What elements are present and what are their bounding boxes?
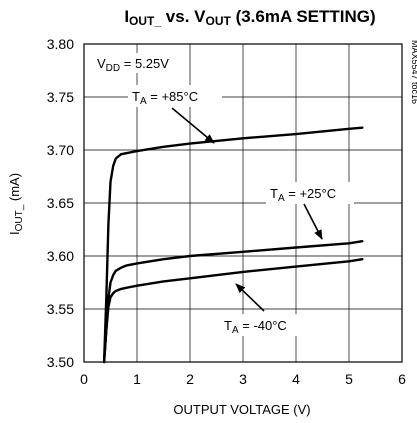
- x-tick-label: 4: [292, 371, 300, 387]
- series-annotations: TA = +85°C TA = +25°C TA = -40°C: [128, 85, 354, 336]
- x-tick-label: 1: [133, 371, 141, 387]
- x-axis-label: OUTPUT VOLTAGE (V): [173, 402, 310, 417]
- series-line-0: [102, 126, 364, 364]
- y-tick-label: 3.55: [47, 301, 74, 317]
- y-tick-label: 3.65: [47, 195, 74, 211]
- x-tick-label: 5: [345, 371, 353, 387]
- series-label-bg-1: [266, 182, 354, 204]
- chart-title: IOUT_ vs. VOUT (3.6mA SETTING): [124, 7, 375, 28]
- condition-label: VDD = 5.25V: [97, 56, 169, 74]
- series-label-bg-0: [128, 85, 222, 107]
- series-label-1: TA = +25°C: [270, 186, 336, 204]
- x-tick-labels: 0 1 2 3 4 5 6: [80, 371, 406, 387]
- y-axis-label: IOUT_ (mA): [7, 173, 25, 235]
- figure-id: MAX5547 toc16: [410, 40, 417, 104]
- y-tick-label: 3.70: [47, 142, 74, 158]
- series-label-bg-2: [220, 314, 306, 336]
- series-layer: [102, 126, 364, 364]
- y-tick-labels: 3.50 3.55 3.60 3.65 3.70 3.75 3.80: [47, 36, 74, 370]
- y-tick-label: 3.75: [47, 89, 74, 105]
- series-arrow-1: [303, 203, 323, 240]
- series-label-2: TA = -40°C: [224, 318, 287, 336]
- x-tick-label: 6: [398, 371, 406, 387]
- y-tick-label: 3.50: [47, 354, 74, 370]
- series-arrow-0: [171, 107, 215, 144]
- y-tick-label: 3.60: [47, 248, 74, 264]
- condition-box: [94, 53, 168, 73]
- x-tick-label: 3: [239, 371, 247, 387]
- series-arrow-2: [235, 283, 265, 312]
- y-tick-label: 3.80: [47, 36, 74, 52]
- series-line-2: [102, 258, 364, 364]
- x-tick-label: 2: [186, 371, 194, 387]
- plot-frame: [83, 43, 403, 363]
- series-line-1: [102, 240, 364, 364]
- x-tick-label: 0: [80, 371, 88, 387]
- series-label-0: TA = +85°C: [132, 89, 198, 107]
